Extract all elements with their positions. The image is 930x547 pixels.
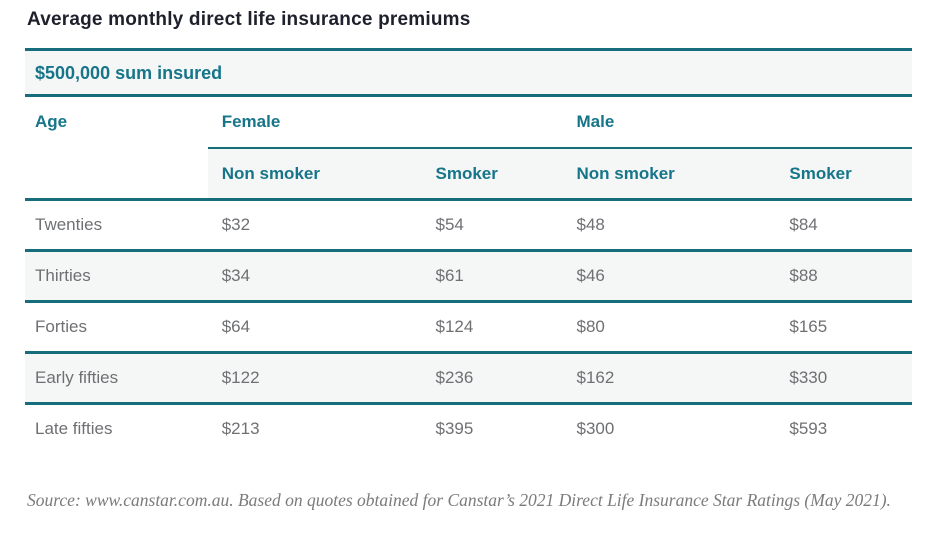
premium-value: $84	[775, 199, 912, 252]
premium-value: $162	[562, 352, 776, 405]
age-label: Early fifties	[25, 352, 208, 405]
age-label: Late fifties	[35, 419, 113, 438]
table-row-early-fifties: Early fifties $122 $236 $162 $330	[25, 352, 912, 405]
premium-value: $64	[207, 301, 422, 354]
premium-value: $593	[789, 419, 828, 438]
premium-value: $34	[207, 250, 422, 303]
table-row-thirties: Thirties $34 $61 $46 $88	[25, 250, 912, 303]
age-label: Forties	[25, 301, 208, 354]
premiums-table: Age Female Male Non smoker Smoker Non sm…	[25, 97, 912, 453]
age-label: Thirties	[25, 250, 208, 303]
premium-value: $395	[435, 419, 474, 438]
premium-value: $300	[576, 419, 615, 438]
premium-value: $88	[775, 250, 912, 303]
premium-value: $165	[775, 301, 912, 354]
female-nonsmoker-header: Non smoker	[207, 148, 422, 201]
sum-insured-banner: $500,000 sum insured	[25, 48, 912, 97]
group-header-row: Age Female Male	[25, 97, 912, 201]
male-smoker-header: Smoker	[775, 148, 912, 201]
page-title: Average monthly direct life insurance pr…	[27, 9, 471, 30]
premium-value: $213	[221, 419, 260, 438]
male-nonsmoker-header: Non smoker	[562, 148, 776, 201]
premium-value: $122	[207, 352, 422, 405]
premium-value: $32	[207, 199, 422, 252]
source-attribution: Source: www.canstar.com.au. Based on quo…	[27, 490, 891, 510]
table-row-late-fifties: Late fifties $213 $395 $300 $593	[25, 404, 912, 454]
premium-value: $236	[421, 352, 563, 405]
male-group-header: Male	[562, 97, 912, 149]
age-column-header: Age	[25, 97, 208, 201]
premium-value: $330	[775, 352, 912, 405]
table-row-forties: Forties $64 $124 $80 $165	[25, 301, 912, 354]
premium-value: $80	[562, 301, 776, 354]
age-label: Twenties	[25, 199, 208, 252]
premium-value: $61	[421, 250, 563, 303]
female-group-header: Female	[207, 97, 563, 149]
premium-value: $124	[421, 301, 563, 354]
sub-header-row: Non smoker Smoker Non smoker Smoker	[25, 148, 912, 201]
premium-value: $46	[562, 250, 776, 303]
premium-value: $48	[562, 199, 776, 252]
premium-value: $54	[421, 199, 563, 252]
female-smoker-header: Smoker	[421, 148, 563, 201]
table-row-twenties: Twenties $32 $54 $48 $84	[25, 199, 912, 252]
